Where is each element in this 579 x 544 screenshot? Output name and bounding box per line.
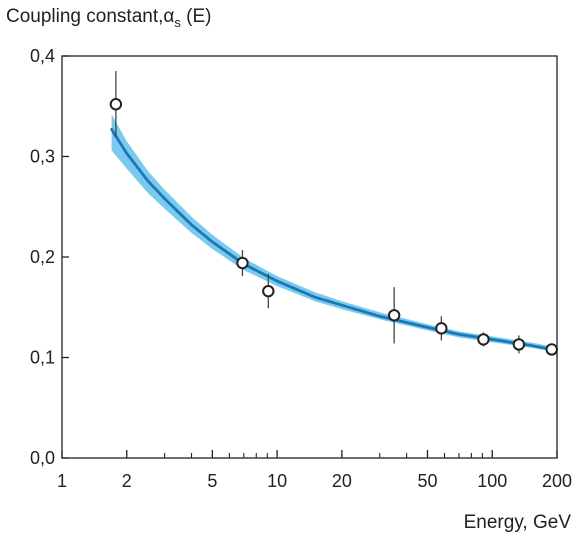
y-tick-label: 0,2 <box>30 247 55 267</box>
x-tick-label: 200 <box>542 471 572 491</box>
y-tick-label: 0,3 <box>30 147 55 167</box>
data-point <box>477 333 490 346</box>
y-tick-label: 0,1 <box>30 348 55 368</box>
data-point <box>545 343 558 356</box>
x-tick-label: 1 <box>57 471 67 491</box>
data-point <box>435 322 448 335</box>
x-tick-label: 50 <box>417 471 437 491</box>
uncertainty-band <box>111 114 553 352</box>
x-tick-label: 2 <box>122 471 132 491</box>
x-tick-label: 10 <box>267 471 287 491</box>
y-axis-label: Coupling constant,αs (E) <box>6 6 212 30</box>
x-tick-label: 5 <box>207 471 217 491</box>
y-tick-label: 0,0 <box>30 448 55 468</box>
data-point <box>512 338 526 351</box>
plot-frame <box>61 55 558 459</box>
x-axis-label: Energy, GeV <box>463 512 571 533</box>
data-point <box>387 309 401 322</box>
x-tick-label: 100 <box>477 471 507 491</box>
data-point <box>262 284 275 298</box>
y-tick-label: 0,4 <box>30 46 55 66</box>
data-point <box>109 98 123 111</box>
theory-curve <box>110 128 554 351</box>
x-tick-label: 20 <box>332 471 352 491</box>
data-point <box>236 256 249 270</box>
